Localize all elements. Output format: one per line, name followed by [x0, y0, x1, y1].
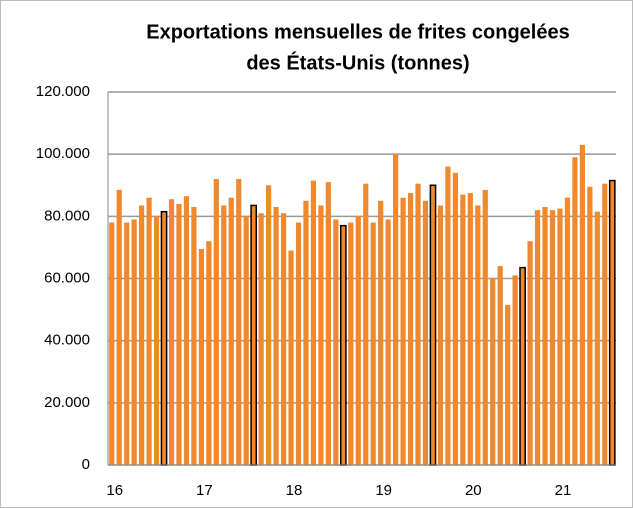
bar: [243, 216, 249, 465]
bar: [579, 144, 585, 465]
x-tick-label: 21: [555, 482, 572, 499]
bar: [124, 222, 130, 465]
bar: [213, 179, 219, 466]
bar: [534, 210, 541, 465]
bar: [393, 154, 399, 465]
bar: [198, 248, 204, 465]
bar: [236, 179, 242, 466]
y-tick-label: 100.000: [36, 145, 90, 162]
bar: [325, 182, 331, 465]
bar: [116, 189, 122, 465]
bar: [160, 210, 168, 466]
bar: [333, 219, 339, 465]
bar: [363, 183, 369, 465]
bar: [109, 222, 115, 465]
bar: [400, 197, 406, 465]
bar: [467, 193, 473, 466]
bar: [280, 213, 287, 465]
bar: [549, 210, 556, 465]
bar: [602, 183, 608, 465]
bar: [460, 194, 466, 465]
bar: [168, 199, 175, 466]
bar: [221, 205, 227, 465]
chart-title: des États-Unis (tonnes): [246, 51, 469, 74]
bar: [497, 266, 503, 465]
bar: [572, 157, 578, 465]
bar: [250, 204, 258, 466]
y-tick-label: 80.000: [44, 207, 90, 224]
bar: [407, 193, 414, 466]
x-tick-label: 18: [286, 482, 303, 499]
bar: [385, 219, 391, 465]
bar: [273, 207, 279, 465]
bar: [288, 250, 294, 465]
bar: [303, 200, 309, 465]
bar: [131, 219, 137, 465]
bar: [422, 200, 429, 465]
x-tick-label: 16: [106, 482, 123, 499]
bar: [482, 189, 488, 465]
bar: [415, 183, 421, 465]
bar: [445, 166, 451, 465]
x-tick-label: 17: [196, 482, 213, 499]
x-tick-label: 20: [465, 482, 482, 499]
bar: [183, 196, 190, 466]
bar: [176, 203, 182, 465]
bar: [310, 180, 317, 465]
bar: [146, 197, 152, 465]
bar: [557, 208, 563, 465]
bar: [295, 222, 302, 465]
bar: [228, 197, 234, 465]
chart-title: Exportations mensuelles de frites congel…: [146, 21, 569, 43]
bar: [594, 211, 600, 465]
bar: [490, 278, 496, 465]
bar: [429, 184, 437, 466]
bar: [258, 213, 264, 465]
y-tick-label: 0: [82, 456, 90, 473]
bar: [564, 197, 571, 465]
bar: [153, 216, 160, 465]
y-tick-label: 60.000: [44, 269, 90, 286]
bar: [452, 172, 458, 466]
bar: [370, 222, 376, 465]
bar: [139, 205, 145, 465]
bar: [266, 185, 272, 465]
bar: [608, 179, 616, 466]
bar: [505, 304, 511, 465]
bar: [519, 266, 526, 466]
bar: [512, 275, 518, 465]
bar: [191, 207, 197, 465]
bar: [527, 241, 533, 465]
x-tick-label: 19: [375, 482, 392, 499]
y-tick-label: 40.000: [44, 332, 90, 349]
bar: [348, 222, 354, 465]
bar: [437, 205, 444, 465]
bar: [355, 216, 361, 465]
y-tick-label: 120.000: [36, 83, 90, 100]
y-tick-label: 20.000: [44, 394, 90, 411]
bar: [339, 224, 347, 466]
bar: [318, 205, 324, 465]
bar: [206, 241, 212, 465]
bar: [542, 207, 548, 465]
bar: [587, 186, 593, 465]
bar: [475, 205, 481, 465]
bar: [378, 200, 384, 465]
